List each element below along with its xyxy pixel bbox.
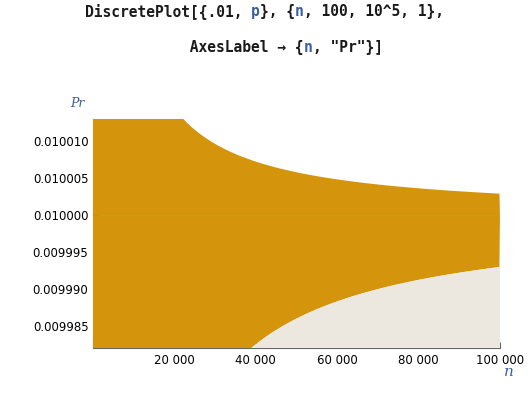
Text: DiscretePlot[{.01,: DiscretePlot[{.01, xyxy=(85,4,251,20)
Text: , 100, 10^5, 1},: , 100, 10^5, 1}, xyxy=(304,4,444,19)
Text: AxesLabel → {: AxesLabel → { xyxy=(147,40,304,55)
Text: Pr: Pr xyxy=(70,97,85,110)
Text: n: n xyxy=(304,40,313,55)
Text: , "Pr"}]: , "Pr"}] xyxy=(313,40,382,55)
Text: n: n xyxy=(295,4,304,19)
Text: }, {: }, { xyxy=(260,4,295,19)
Text: p: p xyxy=(251,4,260,19)
Text: n: n xyxy=(504,365,514,379)
